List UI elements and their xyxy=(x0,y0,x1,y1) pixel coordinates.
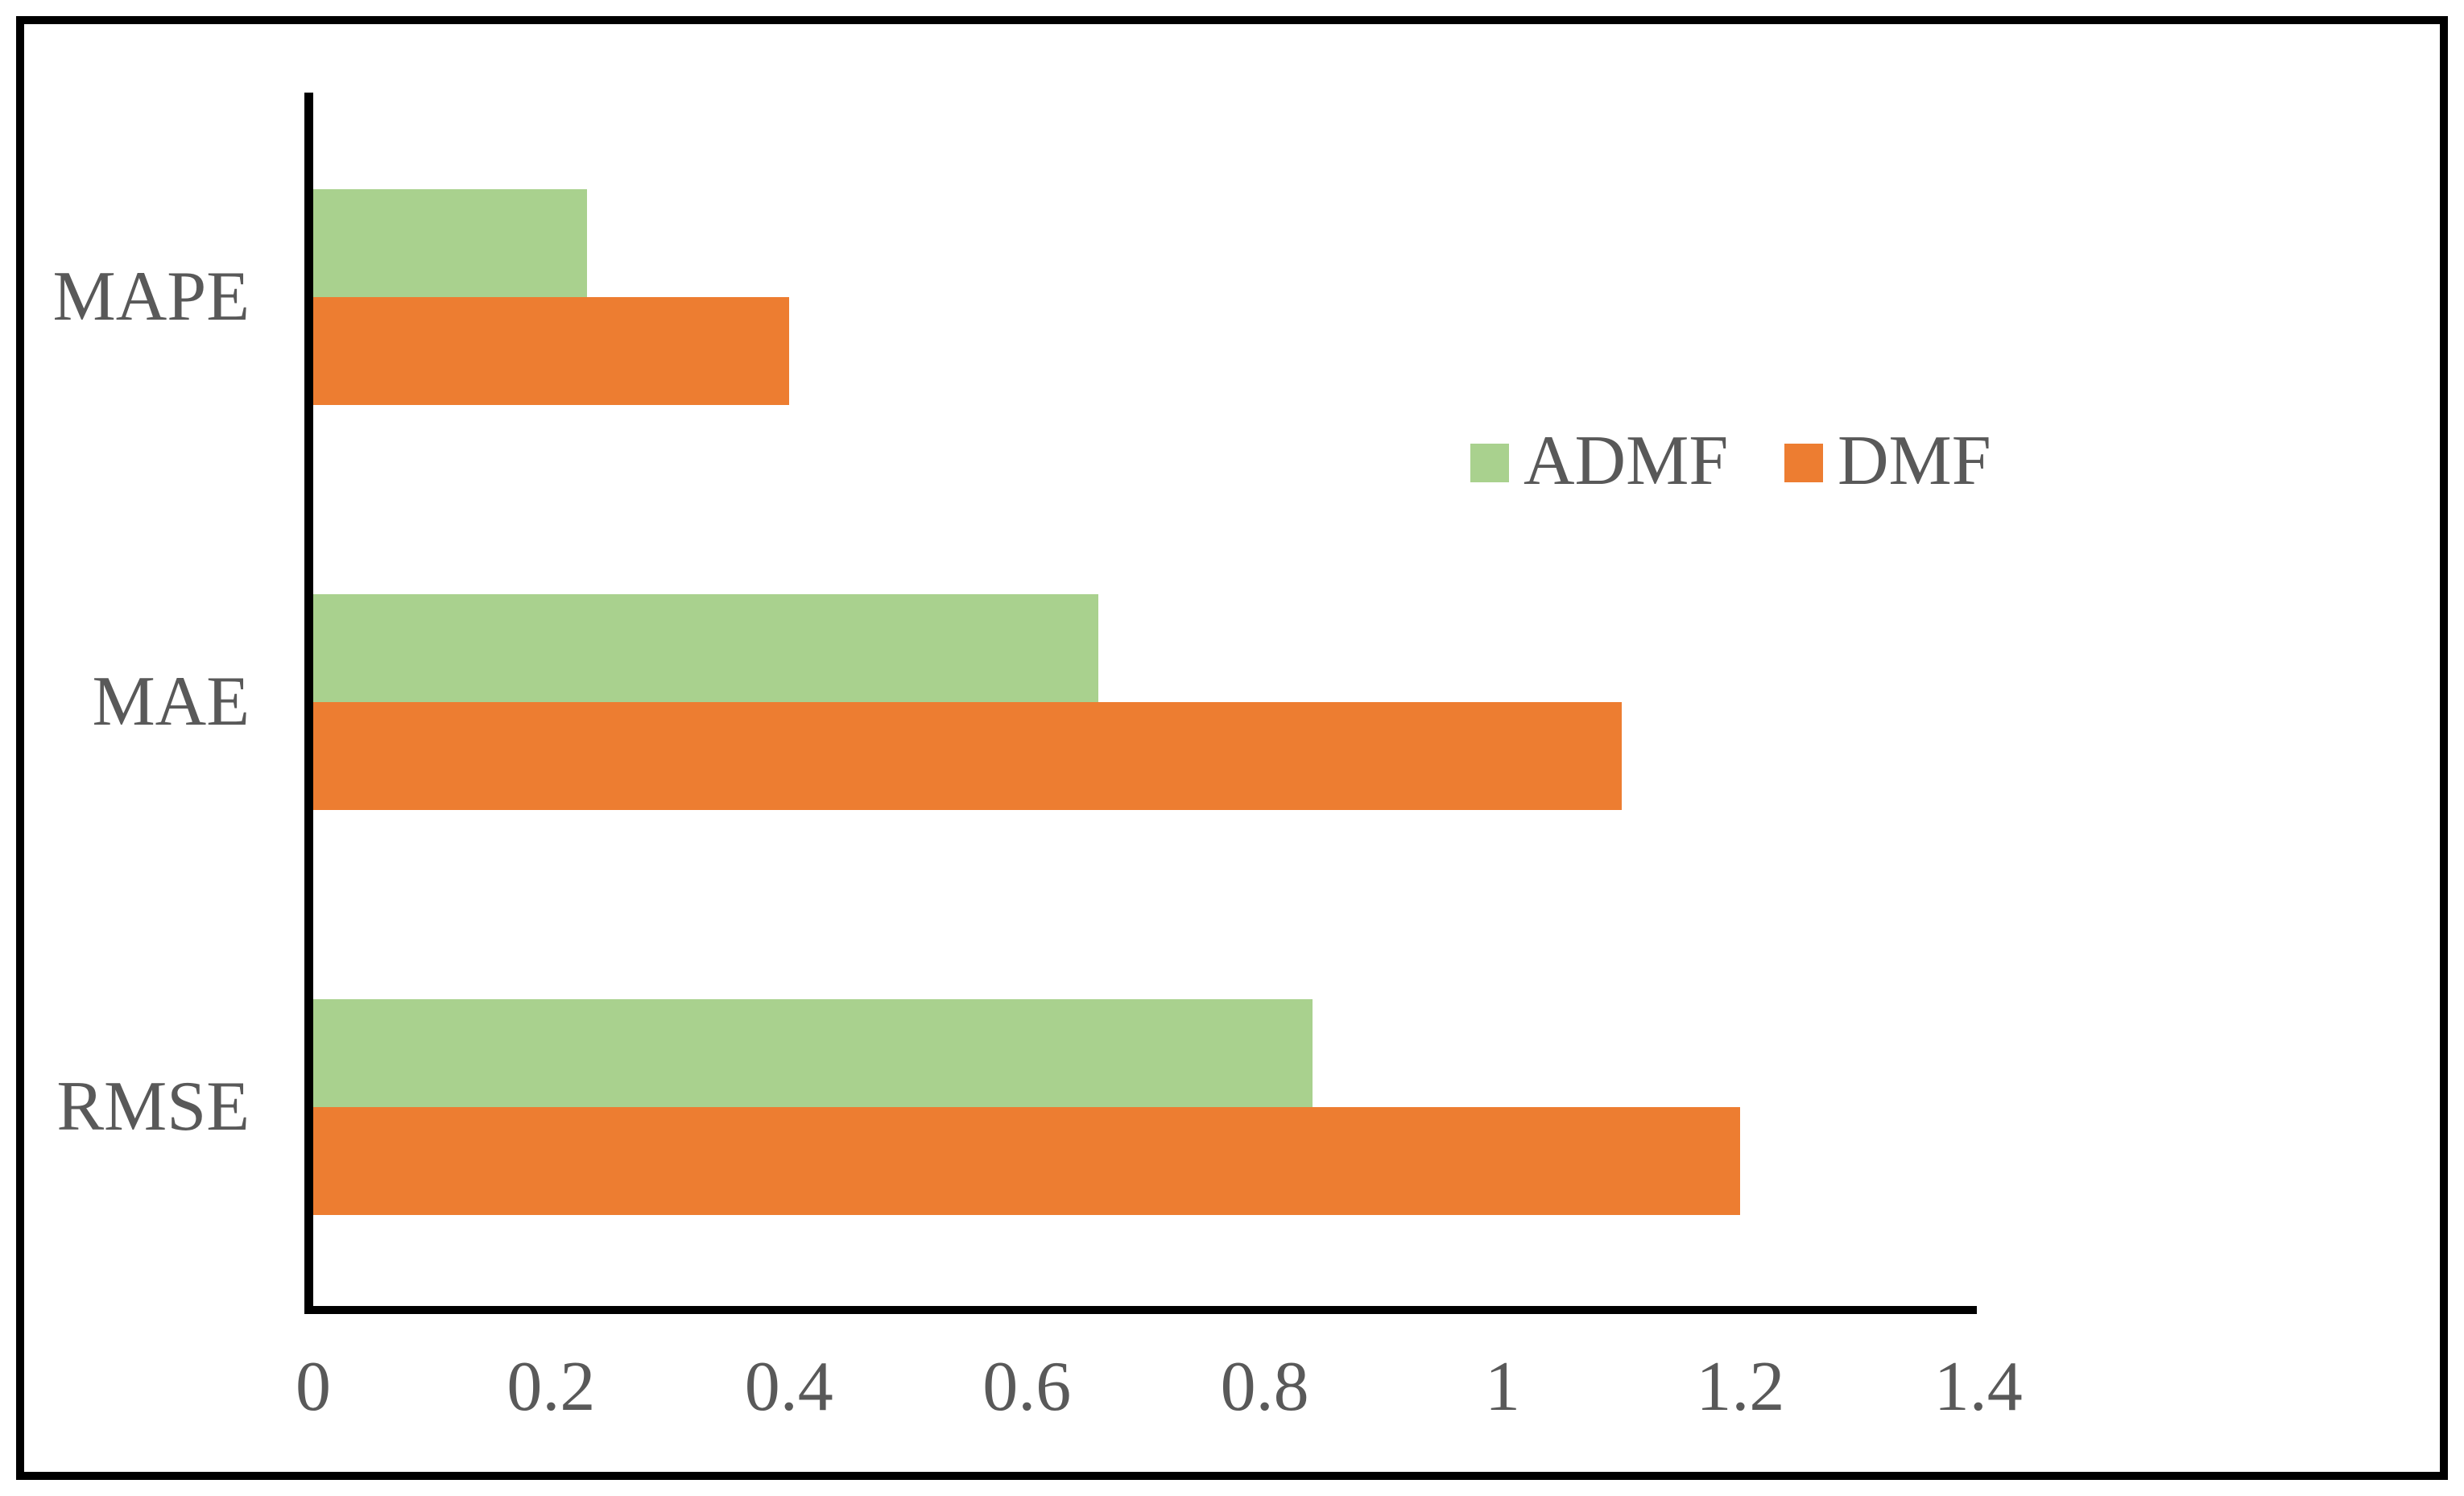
legend-label-admf: ADMF xyxy=(1523,422,1729,500)
x-tick-label-0-8: 0.8 xyxy=(1220,1348,1309,1426)
bar-admf-mae xyxy=(313,594,1098,702)
x-tick-label-0: 0 xyxy=(296,1348,331,1426)
bar-admf-rmse xyxy=(313,999,1313,1107)
x-axis-line xyxy=(304,1306,1977,1314)
y-axis-line xyxy=(304,93,313,1314)
legend-swatch-dmf xyxy=(1784,444,1823,482)
category-label-mape: MAPE xyxy=(52,258,250,336)
x-tick-label-1-4: 1.4 xyxy=(1933,1348,2023,1426)
x-tick-label-1-2: 1.2 xyxy=(1696,1348,1785,1426)
legend-swatch-admf xyxy=(1470,444,1509,482)
x-tick-label-0-6: 0.6 xyxy=(982,1348,1072,1426)
bar-dmf-rmse xyxy=(313,1107,1740,1215)
x-tick-label-0-4: 0.4 xyxy=(744,1348,833,1426)
bar-dmf-mae xyxy=(313,702,1622,810)
x-tick-label-0-2: 0.2 xyxy=(506,1348,596,1426)
category-label-rmse: RMSE xyxy=(56,1068,250,1146)
bar-admf-mape xyxy=(313,189,587,297)
category-label-mae: MAE xyxy=(92,663,250,741)
x-tick-label-1: 1 xyxy=(1485,1348,1520,1426)
bar-dmf-mape xyxy=(313,297,789,405)
legend-label-dmf: DMF xyxy=(1838,422,1991,500)
chart-frame-border xyxy=(16,16,2448,1480)
